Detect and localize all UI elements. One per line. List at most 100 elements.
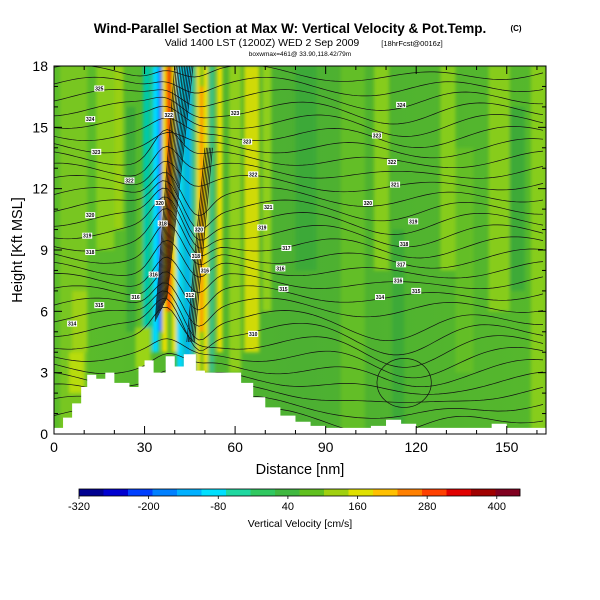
- contour-label-text: 318: [400, 242, 409, 248]
- x-tick-label: 120: [405, 439, 429, 455]
- colorbar-swatch: [79, 489, 104, 496]
- updraft-core-line: [158, 66, 182, 314]
- y-tick-label: 18: [32, 58, 48, 74]
- colorbar-tick-label: -200: [138, 501, 160, 513]
- contour-label: 323: [242, 138, 253, 146]
- theta-contour: [54, 307, 544, 368]
- contour-label-box: [148, 271, 159, 278]
- contour-label-box: [362, 199, 373, 206]
- contour-label-box: [82, 232, 93, 239]
- contour-label-text: 323: [373, 134, 382, 140]
- theta-contour: [54, 353, 544, 388]
- updraft-core-line: [194, 147, 213, 343]
- theta-contour: [54, 369, 544, 395]
- contour-label: 316: [148, 271, 159, 279]
- contour-label-text: 316: [149, 273, 158, 279]
- x-tick-label: 0: [50, 439, 58, 455]
- contour-label-text: 315: [412, 289, 421, 295]
- chart-subtitle-small: boxwmax=461@ 33.90,118.42/79m: [249, 51, 351, 58]
- contour-label: 318: [190, 253, 201, 260]
- contour-label-text: 315: [279, 287, 288, 293]
- updraft-core-line: [154, 66, 176, 322]
- contour-label: 323: [91, 148, 102, 156]
- contour-label: 316: [130, 294, 141, 301]
- colorbar-tick-label: 280: [418, 501, 436, 513]
- contour-label: 315: [278, 285, 289, 293]
- theta-contour: [54, 338, 544, 379]
- field-streak: [72, 290, 88, 353]
- contour-label: 321: [390, 181, 401, 189]
- contour-label-text: 318: [158, 221, 167, 227]
- contour-label: 314: [374, 294, 385, 301]
- contour-label-text: 322: [388, 160, 397, 166]
- colorbar-swatch: [299, 489, 325, 496]
- colorbar-tick-label: 400: [488, 501, 506, 513]
- colorbar-swatch: [275, 489, 300, 496]
- updraft-core-line: [187, 147, 207, 343]
- contour-label-box: [371, 132, 382, 139]
- theta-contour: [54, 129, 544, 169]
- updraft-core-line: [165, 66, 192, 302]
- contour-label-text: 310: [249, 332, 258, 338]
- updraft-core-line: [190, 147, 210, 343]
- contour-label: 315: [411, 287, 422, 295]
- colorbar-label: Vertical Velocity [cm/s]: [248, 518, 353, 530]
- colorbar-swatch: [324, 489, 349, 496]
- theta-contour: [54, 187, 544, 241]
- updraft-core-line: [161, 66, 186, 310]
- contour-label: 316: [275, 265, 286, 272]
- contour-label: 314: [67, 320, 78, 328]
- field-band: [135, 327, 151, 369]
- field-band: [191, 66, 197, 373]
- contour-label-box: [157, 220, 168, 227]
- contour-label-text: 323: [231, 111, 240, 117]
- contour-label-box: [242, 138, 253, 145]
- theta-contour: [54, 180, 543, 230]
- colorbar-swatch: [397, 489, 423, 496]
- contour-label: 320: [193, 226, 204, 234]
- contour-label-box: [374, 294, 385, 301]
- contour-label-text: 320: [364, 201, 373, 207]
- y-tick-label: 3: [40, 365, 48, 381]
- contour-label-text: 325: [95, 86, 104, 92]
- chart-title: Wind-Parallel Section at Max W: Vertical…: [94, 21, 486, 36]
- contour-label-box: [163, 112, 174, 119]
- field-streak: [488, 66, 510, 312]
- theta-contour: [54, 76, 544, 97]
- contour-label-box: [390, 181, 401, 188]
- contour-label-text: 320: [195, 228, 204, 234]
- contour-label-box: [130, 294, 141, 301]
- chart-subtitle-tag: [18hrFcst@0016z]: [381, 39, 442, 48]
- contour-label: 322: [387, 159, 398, 166]
- theta-contour: [54, 146, 544, 179]
- velocity-field: [54, 66, 546, 434]
- y-axis-label: Height [Kft MSL]: [10, 197, 26, 303]
- contour-label-text: 314: [376, 295, 385, 301]
- contour-label: 325: [94, 85, 105, 92]
- colorbar-swatch: [422, 489, 447, 496]
- contour-label-text: 317: [282, 246, 291, 252]
- title-block: Wind-Parallel Section at Max W: Vertical…: [94, 21, 522, 58]
- colorbar-swatch: [201, 489, 227, 496]
- contour-label: 315: [94, 302, 105, 309]
- contour-label-text: 318: [192, 254, 201, 260]
- contour-label-text: 323: [243, 140, 252, 146]
- updraft-core-line: [189, 147, 209, 343]
- theta-contour: [54, 89, 543, 111]
- chart-subtitle: Valid 1400 LST (1200Z) WED 2 Sep 2009: [165, 37, 360, 49]
- contour-label: 323: [371, 132, 382, 140]
- contour-label-text: 312: [186, 293, 195, 299]
- contour-label-text: 321: [391, 183, 400, 189]
- contour-label: 318: [399, 240, 410, 248]
- contour-label: 319: [408, 218, 419, 225]
- field-band: [183, 66, 192, 373]
- theta-contour: [54, 282, 544, 327]
- updraft-core-line: [162, 66, 187, 308]
- terrain: [54, 354, 546, 434]
- updraft-core-line: [186, 147, 206, 343]
- colorbar-swatch: [495, 489, 521, 496]
- theta-contour: [54, 298, 544, 356]
- contour-label-box: [257, 224, 268, 231]
- colorbar-swatch: [177, 489, 202, 496]
- contour-label: 316: [199, 267, 210, 274]
